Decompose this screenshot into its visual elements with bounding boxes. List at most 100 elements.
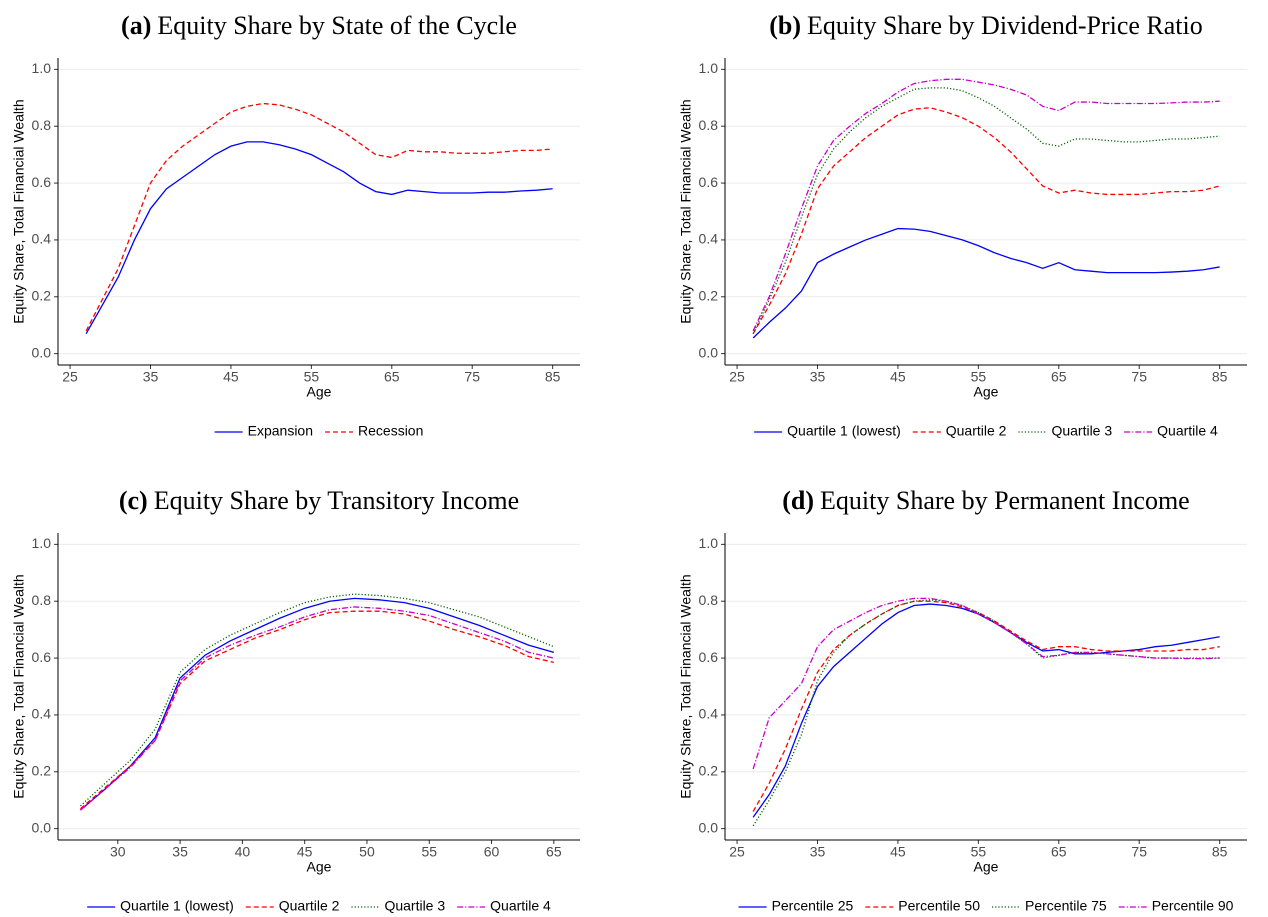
x-tick-label: 75: [1131, 369, 1147, 385]
x-tick-label: 55: [421, 844, 437, 860]
legend-label: Quartile 4: [490, 898, 551, 914]
x-tick-label: 25: [62, 369, 78, 385]
y-tick-label: 0.8: [699, 117, 719, 133]
data-line: [79, 610, 554, 810]
x-tick-label: 85: [1212, 844, 1228, 860]
legend-label: Quartile 1 (lowest): [787, 423, 901, 439]
legend: Quartile 1 (lowest) Quartile 2 Quartile 3 Q…: [754, 423, 1218, 439]
x-axis-label: Age: [974, 859, 999, 875]
y-tick-label: 0.0: [699, 344, 719, 360]
x-tick-label: 65: [546, 844, 562, 860]
x-tick-label: 75: [464, 369, 480, 385]
legend-label: Quartile 2: [279, 898, 340, 914]
legend-label: Percentile 75: [1025, 898, 1107, 914]
x-axis-label: Age: [974, 384, 999, 400]
x-tick-label: 65: [384, 369, 400, 385]
chart-title: (d) Equity Share by Permanent Income: [782, 486, 1189, 515]
y-tick-label: 1.0: [32, 60, 52, 76]
x-tick-label: 35: [810, 844, 826, 860]
y-tick-label: 0.6: [32, 649, 52, 665]
x-tick-label: 45: [890, 844, 906, 860]
legend: Expansion Recession: [214, 423, 423, 439]
chart-title: (a) Equity Share by State of the Cycle: [121, 11, 517, 40]
y-tick-label: 0.2: [699, 287, 719, 303]
y-tick-label: 0.4: [699, 706, 719, 722]
y-tick-label: 0.4: [699, 231, 719, 247]
panel-label: (d): [782, 486, 814, 515]
y-tick-label: 0.4: [32, 706, 52, 722]
x-tick-label: 65: [1051, 369, 1067, 385]
x-tick-label: 55: [971, 369, 987, 385]
x-tick-label: 30: [110, 844, 126, 860]
y-tick-label: 0.2: [32, 287, 52, 303]
panel-label: (c): [119, 486, 148, 515]
panel: (a) Equity Share by State of the Cycle 0.0…: [11, 11, 580, 439]
y-tick-label: 0.2: [699, 762, 719, 778]
legend-label: Percentile 25: [772, 898, 854, 914]
data-line: [85, 141, 553, 335]
y-tick-label: 0.0: [699, 819, 719, 835]
legend-label: Quartile 4: [1157, 423, 1218, 439]
y-tick-label: 0.6: [699, 649, 719, 665]
x-tick-label: 45: [297, 844, 313, 860]
x-tick-label: 35: [143, 369, 159, 385]
y-tick-label: 1.0: [32, 535, 52, 551]
legend-label: Expansion: [248, 423, 313, 439]
data-line: [752, 599, 1220, 827]
y-tick-label: 0.8: [699, 592, 719, 608]
x-tick-label: 60: [484, 844, 500, 860]
y-tick-label: 0.2: [32, 762, 52, 778]
x-tick-label: 35: [810, 369, 826, 385]
chart-title: (b) Equity Share by Dividend-Price Ratio: [769, 11, 1202, 40]
panel: (c) Equity Share by Transitory Income 0.0 0…: [11, 486, 580, 914]
x-tick-label: 75: [1131, 844, 1147, 860]
data-line: [752, 87, 1220, 335]
x-tick-label: 50: [359, 844, 375, 860]
legend-label: Quartile 2: [946, 423, 1007, 439]
panel-label: (b): [769, 11, 801, 40]
legend-label: Quartile 3: [384, 898, 445, 914]
data-line: [752, 227, 1220, 339]
data-line: [752, 600, 1220, 812]
x-tick-label: 85: [1212, 369, 1228, 385]
panel: (d) Equity Share by Permanent Income 0.0 0.…: [678, 486, 1247, 914]
panel: (b) Equity Share by Dividend-Price Ratio 0…: [678, 11, 1247, 439]
title-text: Equity Share by Dividend-Price Ratio: [807, 11, 1203, 40]
y-tick-label: 0.8: [32, 117, 52, 133]
panel-label: (a): [121, 11, 151, 40]
data-line: [85, 102, 553, 332]
x-tick-label: 40: [235, 844, 251, 860]
x-tick-label: 45: [890, 369, 906, 385]
data-line: [752, 603, 1220, 818]
x-tick-label: 55: [971, 844, 987, 860]
x-tick-label: 25: [729, 844, 745, 860]
data-line: [752, 597, 1220, 770]
legend: Quartile 1 (lowest) Quartile 2 Quartile 3 Q…: [87, 898, 551, 914]
y-axis-label: Equity Share, Total Financial Wealth: [678, 574, 694, 798]
y-tick-label: 0.8: [32, 592, 52, 608]
y-tick-label: 0.0: [32, 819, 52, 835]
data-line: [752, 107, 1220, 335]
y-tick-label: 0.0: [32, 344, 52, 360]
y-axis-label: Equity Share, Total Financial Wealth: [11, 574, 27, 798]
legend-label: Recession: [358, 423, 423, 439]
legend-label: Quartile 3: [1051, 423, 1112, 439]
y-axis-label: Equity Share, Total Financial Wealth: [11, 99, 27, 323]
legend-label: Percentile 50: [898, 898, 980, 914]
y-tick-label: 0.4: [32, 231, 52, 247]
data-line: [752, 78, 1220, 332]
y-tick-label: 1.0: [699, 535, 719, 551]
x-tick-label: 35: [172, 844, 188, 860]
x-tick-label: 55: [304, 369, 320, 385]
x-tick-label: 25: [729, 369, 745, 385]
x-tick-label: 85: [545, 369, 561, 385]
data-line: [79, 593, 555, 807]
x-axis-label: Age: [307, 384, 332, 400]
y-axis-label: Equity Share, Total Financial Wealth: [678, 99, 694, 323]
legend-label: Quartile 1 (lowest): [120, 898, 234, 914]
legend: Percentile 25 Percentile 50 Percentile 75 P…: [738, 898, 1234, 914]
x-tick-label: 65: [1051, 844, 1067, 860]
y-tick-label: 0.6: [699, 174, 719, 190]
y-tick-label: 0.6: [32, 174, 52, 190]
